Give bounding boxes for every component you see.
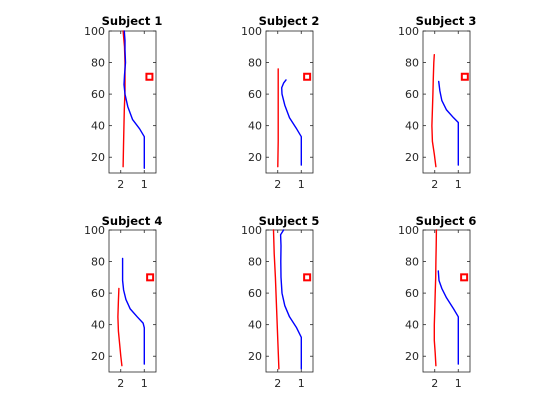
x-tick-label: 2 (274, 377, 281, 390)
y-tick-label: 40 (405, 120, 419, 133)
x-tick-label: 2 (431, 377, 438, 390)
subplot-title: Subject 5 (259, 214, 320, 228)
red-line (431, 54, 437, 168)
subplot-title: Subject 4 (102, 214, 163, 228)
axes-box (108, 30, 157, 174)
y-tick-label: 100 (398, 224, 419, 237)
y-tick-label: 20 (91, 350, 105, 363)
x-tick-label: 1 (141, 178, 148, 191)
square-marker (460, 273, 469, 282)
axes-box (108, 229, 157, 373)
y-tick-label: 100 (84, 224, 105, 237)
subplot-subject-4: Subject 4 20 40 60 80 100 2 1 (84, 214, 162, 390)
y-tick-label: 40 (248, 120, 262, 133)
square-marker (145, 72, 154, 81)
y-tick-label: 80 (248, 57, 262, 70)
y-tick-label: 40 (248, 319, 262, 332)
axes-box (265, 30, 314, 174)
blue-line (438, 80, 459, 166)
y-tick-label: 80 (405, 256, 419, 269)
y-tick-label: 40 (91, 120, 105, 133)
subplot-subject-6: Subject 6 20 40 60 80 100 2 1 (398, 214, 476, 390)
square-marker (303, 273, 312, 282)
y-tick-label: 60 (248, 287, 262, 300)
subplot-subject-5: Subject 5 20 40 60 80 100 2 1 (241, 214, 319, 390)
blue-line (123, 30, 146, 170)
red-line (433, 229, 438, 367)
y-tick-label: 60 (248, 88, 262, 101)
subplot-subject-2: Subject 2 20 40 60 80 100 2 1 (241, 14, 319, 191)
y-tick-label: 60 (405, 88, 419, 101)
x-tick-label: 2 (117, 377, 124, 390)
blue-line (281, 79, 302, 166)
x-tick-label: 1 (298, 377, 305, 390)
subplot-title: Subject 6 (416, 214, 477, 228)
y-tick-label: 100 (241, 25, 262, 38)
subplot-subject-3: Subject 3 20 40 60 80 100 2 1 (398, 14, 476, 191)
x-tick-label: 2 (431, 178, 438, 191)
red-line (272, 229, 280, 370)
x-tick-label: 2 (274, 178, 281, 191)
x-tick-label: 2 (117, 178, 124, 191)
y-tick-label: 40 (405, 319, 419, 332)
y-tick-label: 20 (405, 350, 419, 363)
square-marker (303, 72, 312, 81)
red-line (117, 287, 123, 367)
axes-box (422, 229, 471, 373)
y-tick-label: 40 (91, 319, 105, 332)
square-marker (146, 273, 155, 282)
subplot-title: Subject 3 (416, 14, 477, 28)
y-tick-label: 20 (405, 151, 419, 164)
axes-box (422, 30, 471, 174)
y-tick-label: 60 (91, 287, 105, 300)
y-tick-label: 80 (405, 57, 419, 70)
y-tick-label: 20 (91, 151, 105, 164)
blue-line (437, 270, 459, 365)
subplot-subject-1: Subject 1 20 40 60 80 100 2 1 (84, 14, 162, 191)
axes-box (265, 229, 314, 373)
y-tick-label: 20 (248, 350, 262, 363)
x-tick-label: 1 (298, 178, 305, 191)
x-tick-label: 1 (455, 178, 462, 191)
y-tick-label: 80 (91, 256, 105, 269)
y-tick-label: 100 (241, 224, 262, 237)
blue-line (121, 257, 146, 365)
y-tick-label: 100 (398, 25, 419, 38)
subplot-title: Subject 2 (259, 14, 320, 28)
blue-line (279, 229, 302, 370)
y-tick-label: 60 (91, 88, 105, 101)
y-tick-label: 100 (84, 25, 105, 38)
subplot-title: Subject 1 (102, 14, 163, 28)
x-tick-label: 1 (455, 377, 462, 390)
x-tick-label: 1 (141, 377, 148, 390)
y-tick-label: 20 (248, 151, 262, 164)
square-marker (460, 72, 469, 81)
y-tick-label: 80 (91, 57, 105, 70)
y-tick-label: 60 (405, 287, 419, 300)
y-tick-label: 80 (248, 256, 262, 269)
